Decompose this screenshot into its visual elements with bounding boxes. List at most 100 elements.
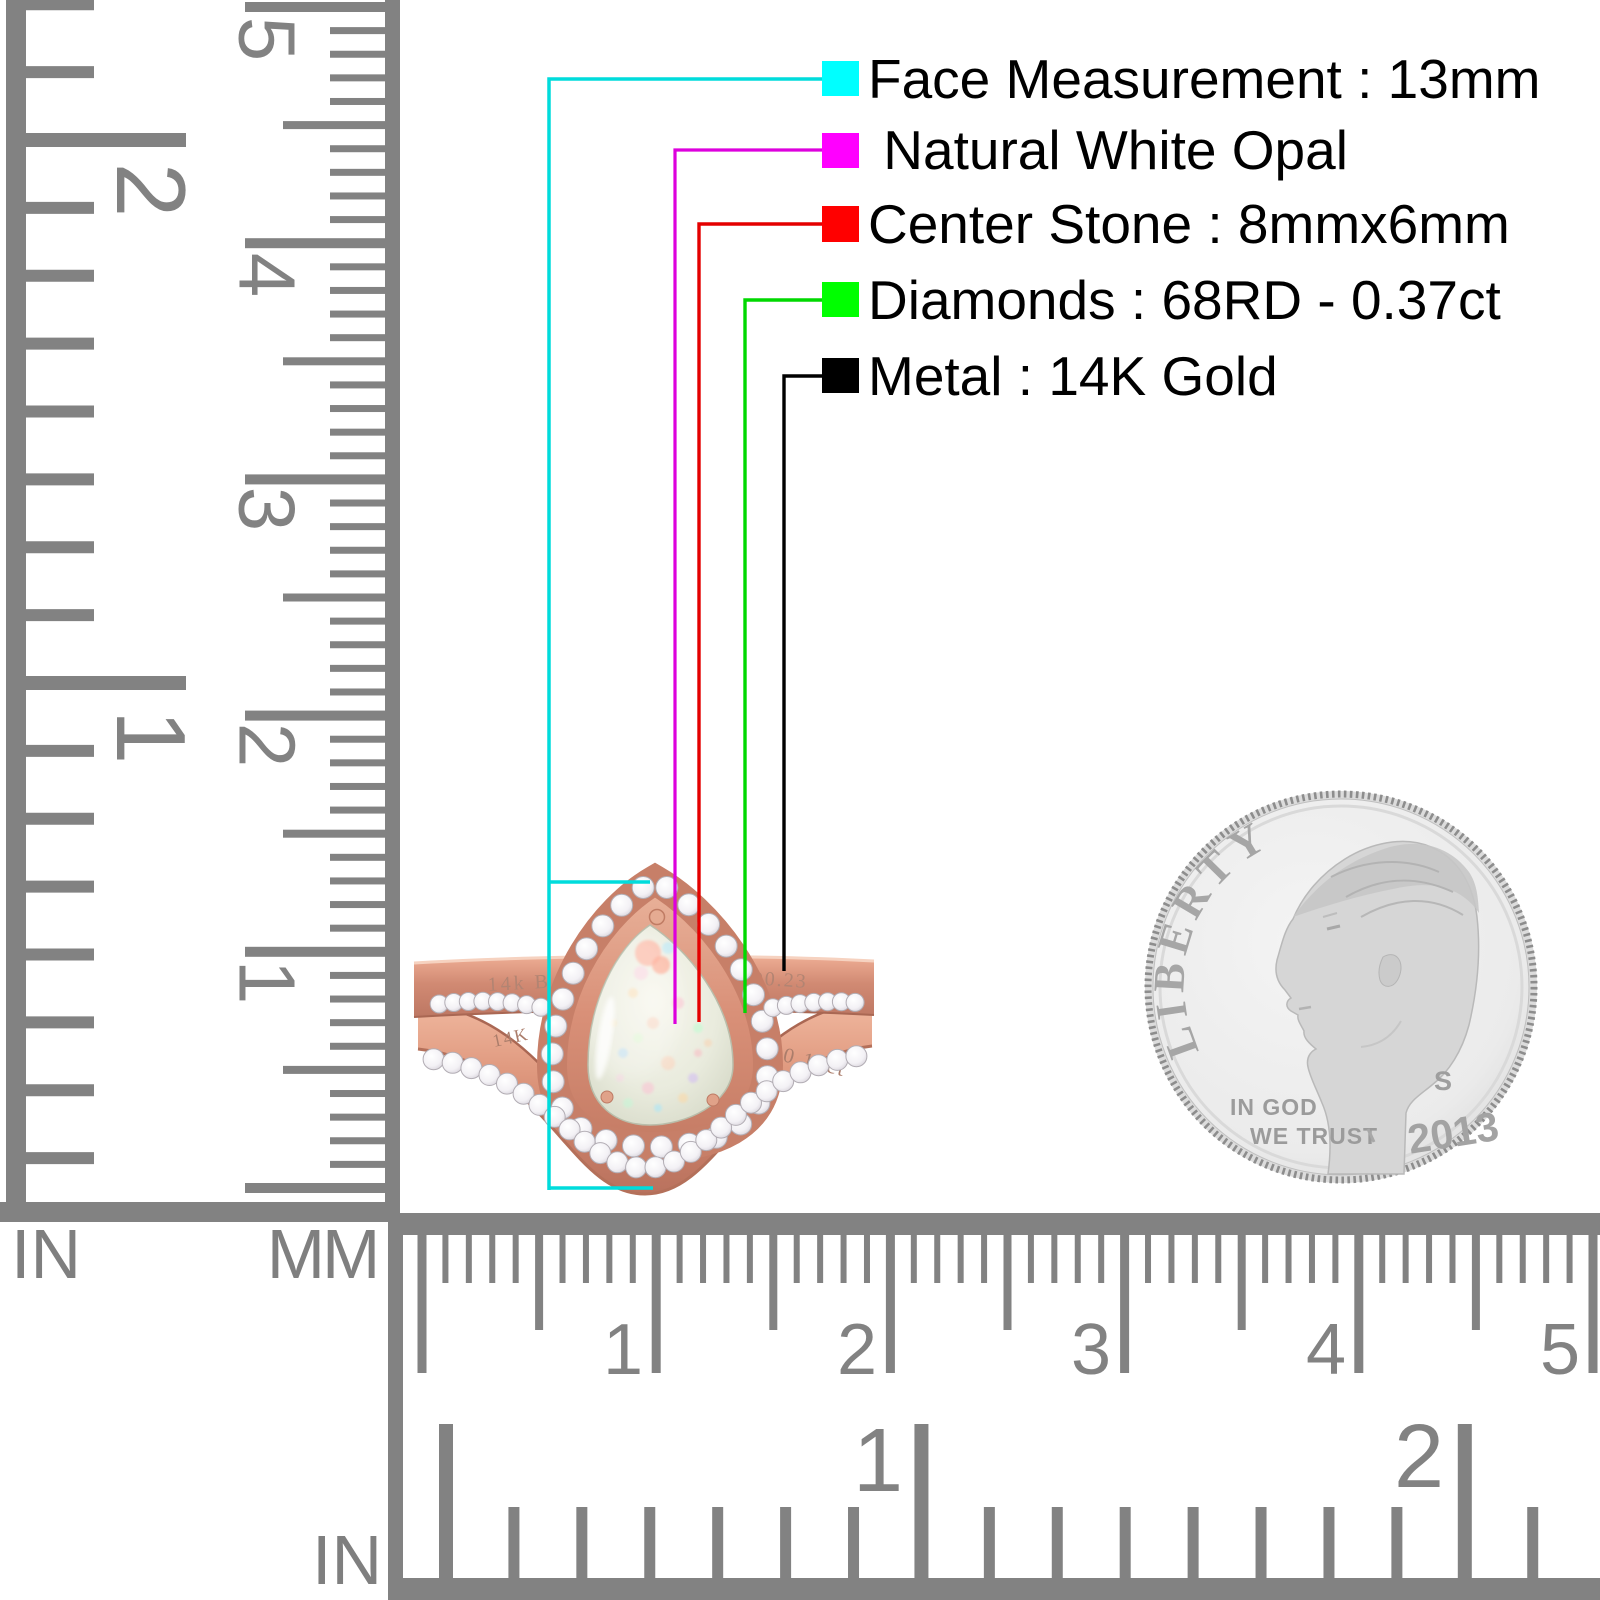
diamond-stone [742, 983, 765, 1007]
diamond-stone [558, 1118, 581, 1141]
mm-tick [330, 546, 385, 554]
cm-number: 5 [223, 17, 312, 62]
inch-tick [914, 1424, 929, 1578]
inch-tick [712, 1507, 724, 1578]
diamond-stone [561, 961, 585, 985]
mm-tick [330, 853, 385, 861]
mm-tick [245, 238, 385, 249]
mm-tick [1308, 1235, 1315, 1283]
ruler-left-bar [388, 1213, 403, 1600]
ruler-ticks [417, 1235, 1598, 1578]
mm-tick [651, 1235, 661, 1373]
opal-fleck [623, 1098, 633, 1108]
inch-tick [983, 1507, 995, 1578]
halo-bead [600, 1090, 614, 1104]
mm-tick [330, 759, 385, 767]
inch-tick [26, 609, 94, 622]
mm-tick [330, 570, 385, 578]
mm-tick [330, 499, 385, 507]
mm-tick [934, 1235, 941, 1283]
mm-tick [417, 1235, 427, 1373]
mm-tick [1588, 1235, 1598, 1373]
mm-tick [1027, 1235, 1034, 1283]
ruler-horizontal: 1 2 3 4 5 1 2 IN [312, 1213, 1600, 1600]
mm-tick [1471, 1235, 1480, 1330]
mint-mark: S [1434, 1066, 1452, 1096]
mm-tick [1426, 1235, 1433, 1283]
mm-tick [330, 428, 385, 436]
mm-tick [283, 593, 385, 602]
mm-tick [981, 1235, 988, 1283]
coin-reeding [1144, 790, 1538, 1184]
motto-line2: WE TRUST [1250, 1123, 1378, 1149]
ruler-bottom-bar [388, 1578, 1600, 1600]
ruler-left-bar [6, 0, 26, 1203]
diamond-stone [589, 1142, 612, 1165]
mm-tick [330, 735, 385, 743]
mm-tick [330, 27, 385, 35]
mm-tick [330, 806, 385, 814]
mm-tick [442, 1235, 449, 1283]
unit-label-mm: MM [267, 1215, 378, 1293]
unit-label-inch: IN [312, 1521, 382, 1599]
mm-tick [245, 2, 385, 12]
cm-number: 5 [1540, 1310, 1580, 1390]
inch-tick [26, 0, 94, 11]
diamond-stones [422, 876, 868, 1179]
dime-coin: LIBERTY IN GOD WE TRUST 2013 S [1144, 790, 1538, 1184]
mm-tick [817, 1235, 824, 1283]
mm-tick [330, 74, 385, 82]
cm-number: 2 [837, 1310, 877, 1390]
cm-number: 2 [223, 723, 312, 768]
diamond-stone [551, 987, 575, 1011]
diamond-stone [710, 1116, 733, 1139]
diamonds-pointer-line [743, 298, 826, 1013]
inch-tick [26, 269, 94, 282]
mm-tick [512, 1235, 519, 1283]
inch-tick [26, 812, 94, 825]
jaw-shading [1360, 1020, 1402, 1048]
inch-tick [26, 66, 94, 79]
ruler-vertical: 2 1 5 4 3 2 1 IN MM [0, 0, 400, 1293]
inch-tick [1391, 1507, 1403, 1578]
mm-tick [1120, 1235, 1130, 1373]
opal-fleck [688, 1073, 698, 1083]
diamond-stone [755, 1037, 779, 1061]
inch-tick [26, 405, 94, 418]
opal-fleck [694, 1049, 702, 1057]
mm-tick [1449, 1235, 1456, 1283]
roosevelt-profile [1275, 840, 1480, 1175]
swatch-center-stone [822, 206, 859, 242]
diamond-stone [755, 1080, 778, 1103]
eyebrow [1322, 912, 1338, 918]
mm-tick [283, 829, 385, 838]
mm-tick [1051, 1235, 1058, 1283]
diamond-stone [845, 992, 865, 1012]
hair-strand [1345, 879, 1454, 898]
mm-tick [245, 710, 385, 721]
ruler-right-bar [385, 0, 400, 1203]
inch-number: 1 [96, 710, 206, 765]
mm-tick [330, 971, 385, 979]
legend-label-diamonds: Diamonds : 68RD - 0.37ct [868, 269, 1501, 331]
mm-tick [1496, 1235, 1503, 1283]
mm-tick [330, 310, 385, 318]
inch-tick [576, 1507, 588, 1578]
mm-tick [330, 168, 385, 176]
mm-tick [1098, 1235, 1105, 1283]
diamond-stone [512, 1082, 535, 1105]
ring-photo: 14k BA 2D0.23 14K RD0.14ct [413, 862, 875, 1196]
opal-fleck [642, 1082, 654, 1094]
mm-tick [769, 1235, 778, 1330]
top-prong-bead [648, 908, 666, 926]
mm-tick [793, 1235, 800, 1283]
inch-tick [1323, 1507, 1335, 1578]
mm-tick [606, 1235, 613, 1283]
diamond-stone [540, 1042, 564, 1066]
metal-pointer-line [782, 374, 824, 971]
diamond-stone [663, 1150, 685, 1173]
mm-tick [330, 334, 385, 342]
mm-tick [676, 1235, 683, 1283]
mm-tick [723, 1235, 730, 1283]
